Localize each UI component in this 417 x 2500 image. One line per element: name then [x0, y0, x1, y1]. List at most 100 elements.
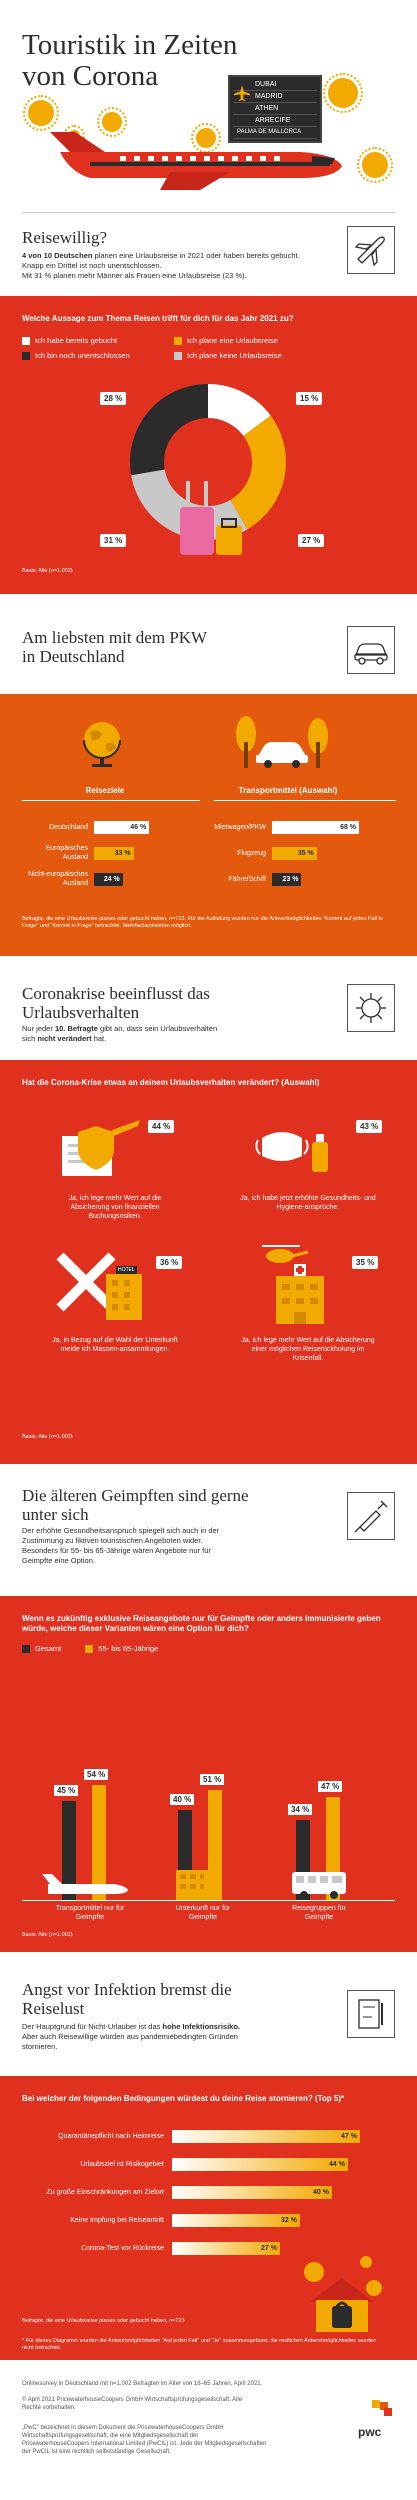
bar-row: Quarantänepflicht nach Heimreise 47 % [22, 2126, 395, 2146]
bar-label: Nicht-europäisches Ausland [28, 871, 88, 887]
base-note: Basis: Alle (n=1.002) [22, 1932, 73, 1938]
chart-baseline [22, 1900, 395, 1901]
copyright: © April 2021 PricewaterhouseCoopers GmbH… [22, 2397, 243, 2411]
destination-label: PALMA DE MALLORCA [233, 127, 317, 139]
section-text: 4 von 10 Deutschen planen eine Urlaubsre… [22, 251, 312, 281]
bar-label: Mietwagen/PKW [214, 823, 266, 831]
bar-label: Europäisches Ausland [45, 845, 88, 861]
legend-label: 55- bis 65-Jährige [98, 1644, 159, 1653]
bar: 27 % [172, 2241, 280, 2255]
vaccinated-panel: Wenn es zukünftig exklusive Reiseangebot… [0, 1596, 417, 1952]
bar-track: 44 % [172, 2157, 372, 2171]
bar-track: 32 % [172, 2213, 372, 2227]
chart-legend: Ich habe bereits gebucht Ich plane eine … [22, 336, 362, 360]
pwc-logo-mark [372, 2400, 392, 2416]
footnote: * Für dieses Diagramm wurden die Antwort… [22, 2338, 376, 2351]
section-title: Angst vor Infektion bremst die Reiselust [22, 1980, 232, 2018]
bar-row: Europäisches Ausland 33 % [22, 840, 200, 866]
legend-swatch [22, 1644, 30, 1653]
text-highlight: nicht verändert [37, 1034, 92, 1043]
legend-item: Ich habe bereits gebucht [22, 336, 162, 345]
virus-icon [97, 107, 127, 137]
data-label: 36 % [156, 1256, 183, 1269]
globe-icon [83, 722, 121, 767]
chart-question: Wenn es zukünftig exklusive Reiseangebot… [22, 1614, 381, 1633]
bar-label: Corona-Test vor Rückreise [81, 2244, 164, 2252]
bar-value: 45 % [54, 1784, 79, 1796]
bar-value: 24 % [103, 875, 120, 883]
answer-text: Ja, ich lege mehr Wert auf die Absicheru… [241, 1337, 375, 1362]
section-text: Der erhöhte Gesundheitsanspruch spiegelt… [22, 1526, 220, 1565]
airplane-icon [42, 1874, 128, 1894]
car-icon [354, 643, 388, 665]
destinations-panel: Reiseziele Transportmittel (Auswahl) Deu… [0, 694, 417, 956]
donut-slice [230, 415, 286, 530]
virus-icon-box [347, 984, 395, 1032]
data-label: 31 % [100, 534, 127, 547]
bar [62, 1800, 76, 1900]
cancel-document-icon-box [347, 1990, 395, 2038]
bar: 33 % [94, 846, 134, 860]
text-span: hat. [91, 1034, 107, 1043]
section-text: Nur jeder 10. Befragte gibt an, dass sei… [22, 1024, 232, 1044]
departure-board: DUBAI MADRID ATHEN ARRECIFE PALMA DE MAL… [228, 75, 322, 143]
data-label: 44 % [148, 1120, 175, 1133]
section-title: Coronakrise beeinflusst das Urlaubsverha… [22, 984, 210, 1022]
chart-underline [22, 800, 200, 801]
legend-item: Ich plane keine Urlaubsreise [174, 351, 282, 360]
bar-value: 54 % [84, 1768, 109, 1780]
legend-item: 55- bis 65-Jährige [85, 1644, 158, 1653]
donut-slice [208, 384, 271, 436]
bar-track: 40 % [172, 2185, 372, 2199]
bar-value: 51 % [200, 1774, 225, 1786]
legend-item: Ich plane eine Urlaubsreise [174, 336, 278, 345]
data-label: 35 % [352, 1256, 379, 1269]
base-note: Basis: Alle (n=1.002) [22, 568, 73, 574]
plane-icon-box [347, 226, 395, 274]
section-title: Reisewillig? [22, 228, 107, 247]
bar-value: 35 % [297, 849, 314, 857]
text-highlight: hohe Infektionsrisiko. [162, 2022, 240, 2031]
chart-heading: Transportmittel (Auswahl) [238, 786, 338, 795]
footnote: Befragte, die eine Urlaubsreise planen o… [22, 916, 383, 929]
house-lock-illustration [304, 2256, 382, 2332]
bar: 68 % [272, 820, 360, 834]
bar-row: Flugzeug 35 % [214, 840, 396, 866]
pwc-logo: pwc [358, 2400, 398, 2439]
answer-text: Ja, ich lege mehr Wert auf die Absicheru… [68, 1195, 162, 1220]
chart-question: Welche Aussage zum Thema Reisen trifft f… [22, 314, 294, 323]
section-text: Der Hauptgrund für Nicht-Urlauber ist da… [22, 2022, 244, 2052]
bar: 23 % [272, 872, 302, 886]
answer-text: Ja, ich habe jetzt erhöhte Gesundheits- … [240, 1195, 376, 1211]
legend-label: Ich habe bereits gebucht [35, 336, 118, 345]
helicopter-hospital-icon [262, 1245, 324, 1324]
legend-label: Gesamt [35, 1644, 62, 1653]
bar-row: Zu große Einschränkungen am Zielort 40 % [22, 2182, 395, 2202]
bar: 40 % [172, 2185, 332, 2199]
bar-value: 47 % [318, 1781, 343, 1793]
category-label: Reisegruppen für Geimpfte [292, 1905, 346, 1921]
text-span: Mit 31 % planen mehr Männer als Frauen e… [22, 271, 247, 280]
bar [208, 1790, 222, 1900]
text-span: Aber auch Reisewillige würden aus pandem… [22, 2032, 238, 2051]
section-title: Am liebsten mit dem PKW in Deutschland [22, 628, 207, 666]
chart-question: Hat die Corona-Krise etwas an deinem Url… [22, 1078, 320, 1087]
bar-value: 40 % [313, 2188, 329, 2196]
bar-row: Mietwagen/PKW 68 % [214, 814, 396, 840]
bar-row: Corona-Test vor Rückreise 27 % [22, 2238, 395, 2258]
virus-icon [323, 73, 363, 113]
cancellation-panel: Bei welcher der folgenden Bedingungen wü… [0, 2076, 417, 2360]
category-label: Unterkunft nur für Geimpfte [175, 1905, 231, 1921]
data-label: 43 % [356, 1120, 383, 1133]
data-label: 27 % [298, 534, 325, 547]
bar-label: Fähre/Schiff [228, 875, 266, 883]
base-note: Befragte, die eine Urlaubsreise planen o… [22, 2318, 185, 2324]
legend-item: Gesamt [22, 1644, 61, 1653]
legend-swatch [22, 336, 30, 345]
divider [22, 212, 395, 213]
bar-value: 44 % [329, 2160, 345, 2168]
destination-label: MADRID [233, 91, 317, 103]
document-pen-icon [358, 1999, 383, 2029]
bar-value: 27 % [261, 2244, 277, 2252]
suitcase-icon [180, 481, 242, 555]
